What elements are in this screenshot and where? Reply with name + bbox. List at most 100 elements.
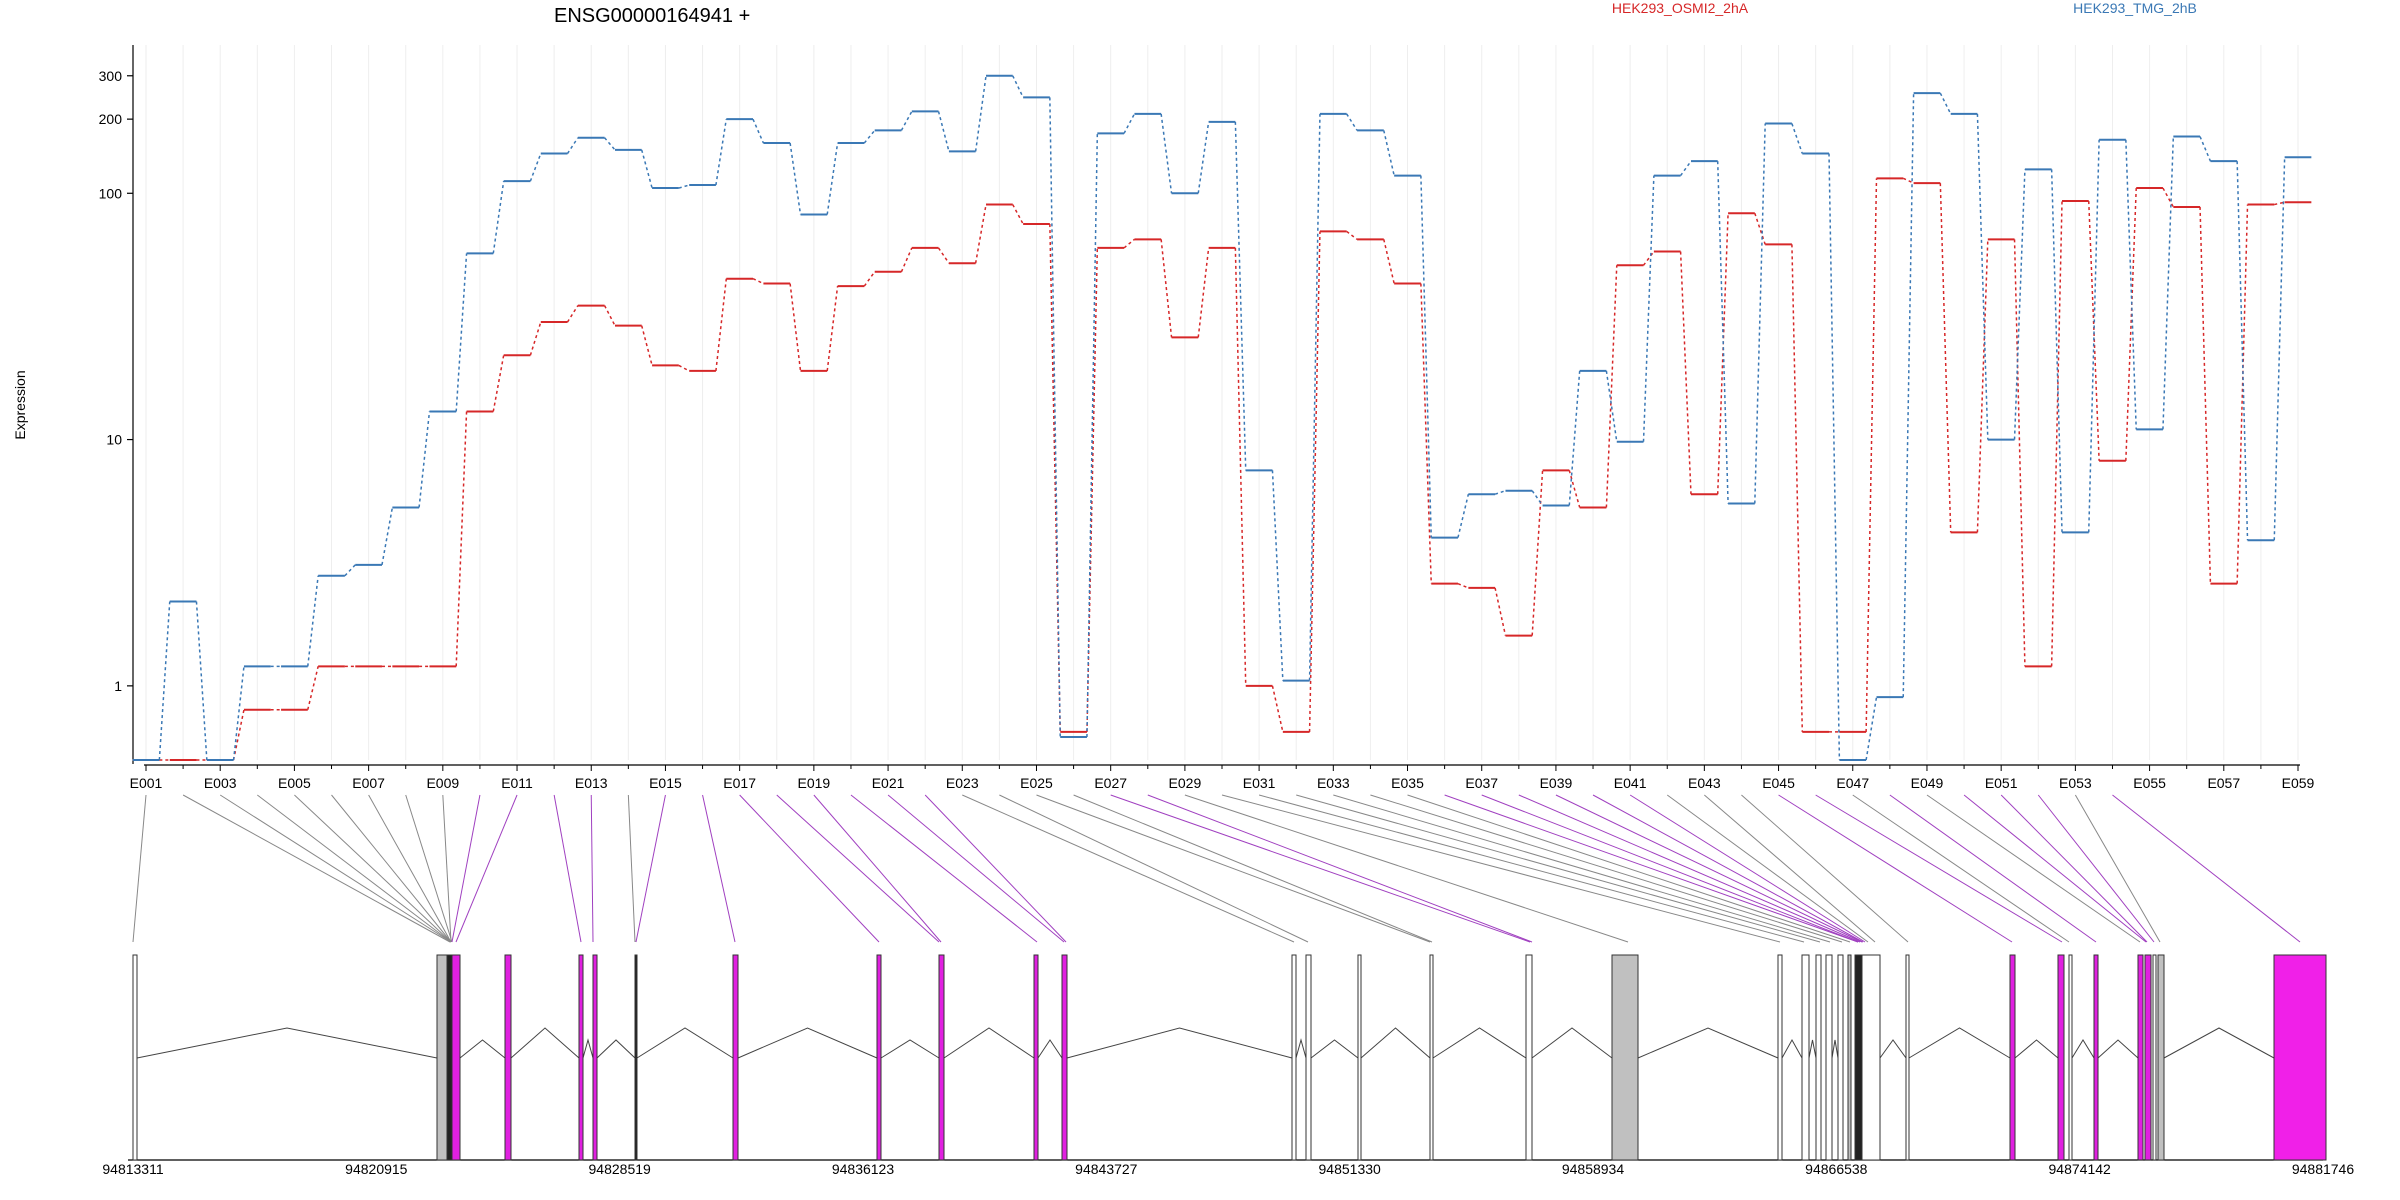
series-connector — [1197, 247, 1210, 338]
x-tick-label: E033 — [1317, 775, 1350, 791]
series-connector — [937, 111, 950, 152]
intron-line — [2014, 1039, 2059, 1059]
exon-connector — [1258, 794, 1805, 943]
exon-connector — [1778, 794, 2013, 943]
exon-connector — [1481, 794, 1859, 943]
series-connector — [1791, 244, 1804, 732]
intron-line — [636, 1027, 734, 1059]
series-connector — [2162, 136, 2175, 430]
series-connector — [937, 247, 950, 264]
legend-series-osmi2: HEK293_OSMI2_2hA — [1612, 0, 1749, 16]
intron-line — [596, 1039, 636, 1059]
x-tick-label: E013 — [575, 775, 608, 791]
series-connector — [529, 321, 542, 356]
exon-block — [1801, 954, 1810, 1161]
genomic-tick-label: 94851330 — [1319, 1161, 1382, 1177]
series-connector — [900, 111, 913, 131]
x-tick-label: E023 — [946, 775, 979, 791]
series-connector — [1976, 239, 1989, 533]
y-tick-label: 10 — [106, 432, 122, 448]
exon-connector — [1629, 794, 1866, 943]
series-connector — [381, 507, 394, 565]
y-axis-label: Expression — [12, 370, 28, 439]
exon-connector — [368, 794, 452, 943]
exon-connector — [2074, 794, 2161, 943]
exon-block — [2137, 954, 2144, 1161]
intron-line — [1879, 1039, 1907, 1059]
exon-block — [876, 954, 882, 1161]
y-tick-label: 300 — [99, 68, 123, 84]
exon-connector — [1221, 794, 1781, 943]
series-connector — [678, 364, 690, 372]
exon-connector — [739, 794, 880, 943]
x-tick-label: E031 — [1243, 775, 1276, 791]
exon-connector — [1444, 794, 1859, 943]
x-tick-label: E007 — [352, 775, 385, 791]
genomic-tick-label: 94874142 — [2049, 1161, 2112, 1177]
series-connector — [1531, 470, 1544, 636]
series-connector — [2050, 201, 2063, 667]
exon-connector — [1555, 794, 1863, 943]
series-connector — [1234, 121, 1247, 471]
series-connector — [1939, 92, 1952, 115]
genomic-tick-label: 94820915 — [345, 1161, 408, 1177]
genomic-tick-label: 94836123 — [832, 1161, 895, 1177]
exon-connector — [1889, 794, 2097, 943]
x-tick-label: E059 — [2282, 775, 2315, 791]
exon-connector — [2000, 794, 2148, 943]
exon-connector — [1147, 794, 1533, 943]
series-connector — [2273, 157, 2286, 541]
gridlines — [145, 45, 2299, 760]
series-connector — [1568, 470, 1581, 508]
intron-line — [459, 1039, 506, 1059]
exon-connector — [1666, 794, 1869, 943]
exon-block — [1825, 954, 1833, 1161]
exon-block — [1305, 954, 1312, 1161]
exon-block — [732, 954, 739, 1161]
x-tick-label: E055 — [2133, 775, 2166, 791]
exon-block — [1429, 954, 1434, 1161]
series-connector — [566, 305, 579, 323]
series-connector — [752, 118, 765, 144]
exon-connector — [1704, 794, 1876, 943]
exon-connector — [294, 794, 452, 943]
series-connector — [1234, 247, 1247, 686]
exon-connector — [1110, 794, 1531, 943]
exon-connector — [887, 794, 1065, 943]
genomic-tick-label: 94828519 — [589, 1161, 652, 1177]
genomic-axis: 94813311 94820915 94828519 94836123 94843727… — [102, 1161, 2354, 1177]
series-connector — [1346, 113, 1358, 131]
series-connector — [715, 278, 728, 372]
exon-block — [2144, 954, 2152, 1161]
exon-connector — [1741, 794, 1909, 943]
series-connector — [2162, 187, 2174, 208]
exon-connector — [999, 794, 1309, 943]
exon-connector — [132, 794, 147, 943]
series-connector — [1902, 93, 1915, 698]
series-1 — [132, 74, 2312, 761]
exon-block — [592, 954, 598, 1161]
exon-block — [1611, 954, 1639, 1161]
exon-connector — [553, 794, 582, 943]
exon-block — [1815, 954, 1822, 1161]
series-connector — [1383, 239, 1395, 284]
exon-block — [2157, 954, 2165, 1161]
intron-line — [2163, 1027, 2275, 1059]
exon-block — [1033, 954, 1039, 1161]
series-connector — [1197, 121, 1210, 194]
series-connector — [1642, 251, 1655, 266]
series-connector — [974, 75, 987, 152]
series-connector — [1123, 113, 1136, 134]
series-lines — [132, 74, 2312, 761]
exon-block — [451, 954, 461, 1161]
exon-connector — [1184, 794, 1629, 943]
series-connector — [863, 271, 876, 287]
exon-block — [132, 954, 138, 1161]
series-connector — [603, 305, 616, 327]
x-tick-label: E019 — [798, 775, 831, 791]
exon-block — [1357, 954, 1362, 1161]
series-connector — [1939, 183, 1952, 533]
exon-connector — [590, 794, 594, 943]
exon-connector — [451, 794, 481, 943]
